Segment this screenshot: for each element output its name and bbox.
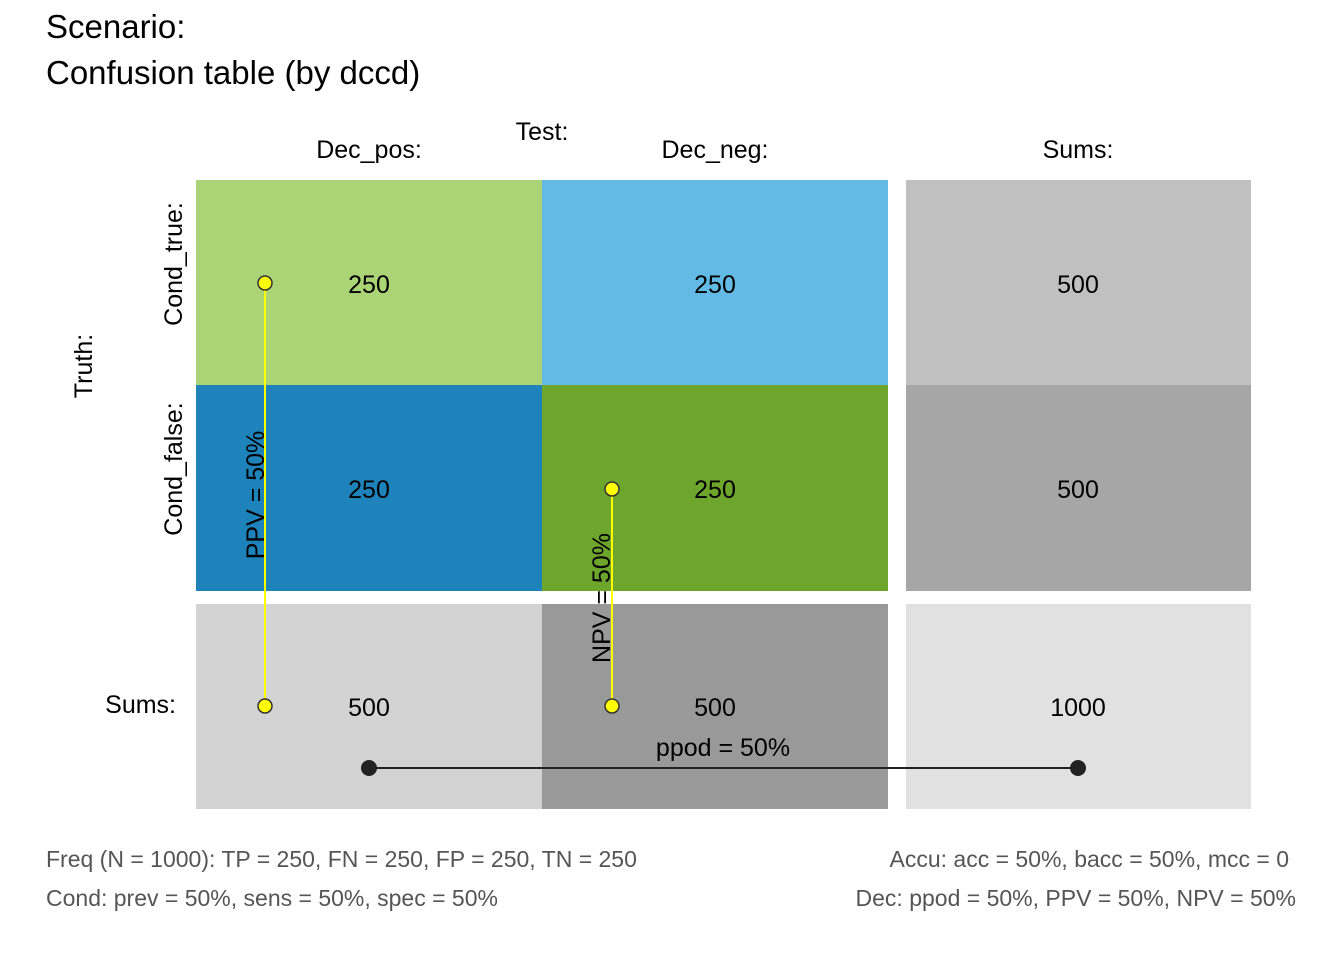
tp-value: 250 [348, 271, 390, 299]
cond-true-header: Cond_true: [160, 202, 188, 326]
cell-cond-false-sum [906, 385, 1251, 591]
cell-cond-true-sum [906, 180, 1251, 385]
ppv-dot-top [257, 275, 273, 291]
ppod-dot-right [1070, 760, 1086, 776]
ppv-dot-bottom [257, 698, 273, 714]
title-line-1: Scenario: [46, 8, 185, 45]
ppod-label: ppod = 50% [656, 734, 790, 762]
fp-value: 250 [348, 476, 390, 504]
footer-accu: Accu: acc = 50%, bacc = 50%, mcc = 0 [889, 846, 1289, 872]
dec-neg-header: Dec_neg: [661, 136, 768, 164]
npv-dot-bottom [604, 698, 620, 714]
npv-label: NPV = 50% [588, 533, 616, 663]
footer-cond: Cond: prev = 50%, sens = 50%, spec = 50% [46, 885, 498, 911]
dec-pos-header: Dec_pos: [316, 136, 422, 164]
ppod-dot-left [361, 760, 377, 776]
cond-false-header: Cond_false: [160, 402, 188, 535]
tn-value: 250 [694, 476, 736, 504]
cell-fn [542, 180, 888, 385]
truth-header: Truth: [70, 334, 98, 398]
cond-true-sum-value: 500 [1057, 271, 1099, 299]
cell-dec-neg-sum [542, 604, 888, 809]
fn-value: 250 [694, 271, 736, 299]
cell-fp [196, 385, 542, 591]
ppv-label: PPV = 50% [242, 431, 270, 560]
test-header: Test: [516, 118, 569, 146]
cond-false-sum-value: 500 [1057, 476, 1099, 504]
footer-dec: Dec: ppod = 50%, PPV = 50%, NPV = 50% [856, 885, 1296, 911]
dec-neg-sum-value: 500 [694, 694, 736, 722]
total-value: 1000 [1050, 694, 1106, 722]
sums-row-header: Sums: [105, 691, 176, 719]
npv-dot-top [604, 481, 620, 497]
title-line-2: Confusion table (by dccd) [46, 54, 420, 91]
sums-column-header: Sums: [1043, 136, 1114, 164]
cell-tn [542, 385, 888, 591]
dec-pos-sum-value: 500 [348, 694, 390, 722]
footer-freq: Freq (N = 1000): TP = 250, FN = 250, FP … [46, 846, 637, 872]
cell-tp [196, 180, 542, 385]
